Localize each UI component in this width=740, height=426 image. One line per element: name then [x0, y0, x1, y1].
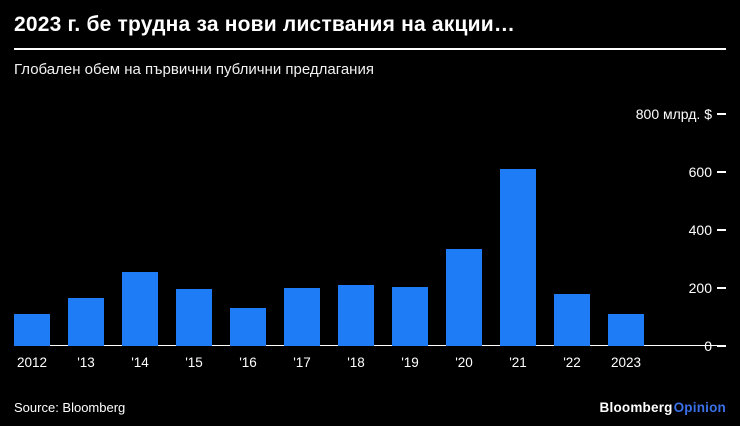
brand-opinion: Opinion: [673, 400, 726, 416]
plot-area: 800 млрд. $ 600 400 200 0: [14, 106, 726, 354]
bar-21: [500, 169, 536, 347]
x-tick-label: '15: [185, 355, 203, 371]
bar-18: [338, 285, 374, 347]
x-tick-label: '19: [401, 355, 419, 371]
x-tick-label: '16: [239, 355, 257, 371]
y-tick-label: 400: [688, 222, 712, 239]
y-tick-mark: [717, 345, 726, 348]
bar-16: [230, 308, 266, 347]
x-tick-label: '17: [293, 355, 311, 371]
y-tick-label: 600: [688, 164, 712, 181]
x-axis-labels: 2012 '13 '14 '15 '16 '17 '18 '19 '20 '21 '22 2023: [14, 346, 726, 374]
chart-subtitle: Глобален обем на първични публични предл…: [14, 61, 374, 79]
y-tick-mark: [717, 229, 726, 232]
x-tick-label: '13: [77, 355, 95, 371]
bar-2023: [608, 314, 644, 347]
x-tick-label: '21: [509, 355, 527, 371]
footer: Source: Bloomberg BloombergOpinion: [14, 400, 726, 415]
y-tick-label: 800 млрд. $: [635, 106, 712, 123]
y-tick-mark: [717, 171, 726, 174]
y-tick-mark: [717, 287, 726, 290]
x-tick-label: 2023: [610, 355, 642, 371]
x-tick-label: '22: [563, 355, 581, 371]
brand-logo: BloombergOpinion: [600, 400, 726, 415]
source-label: Source: Bloomberg: [14, 400, 126, 416]
bar-13: [68, 298, 104, 347]
y-tick-mark: [717, 113, 726, 116]
x-tick-label: '20: [455, 355, 473, 371]
bar-20: [446, 249, 482, 347]
y-tick-label: 0: [704, 338, 712, 355]
brand-name: Bloomberg: [599, 400, 673, 416]
x-tick-label: 2012: [16, 355, 48, 371]
chart-title: 2023 г. бе трудна за нови листвания на а…: [14, 12, 726, 51]
bar-19: [392, 287, 428, 347]
bar-17: [284, 288, 320, 347]
bar-15: [176, 289, 212, 347]
x-tick-label: '14: [131, 355, 149, 371]
bar-14: [122, 272, 158, 347]
bar-chart: 800 млрд. $ 600 400 200 0 2012 '13 '14 '15 '16 '1…: [14, 106, 726, 374]
bar-2012: [14, 314, 50, 347]
bar-22: [554, 294, 590, 347]
y-tick-label: 200: [688, 280, 712, 297]
x-tick-label: '18: [347, 355, 365, 371]
